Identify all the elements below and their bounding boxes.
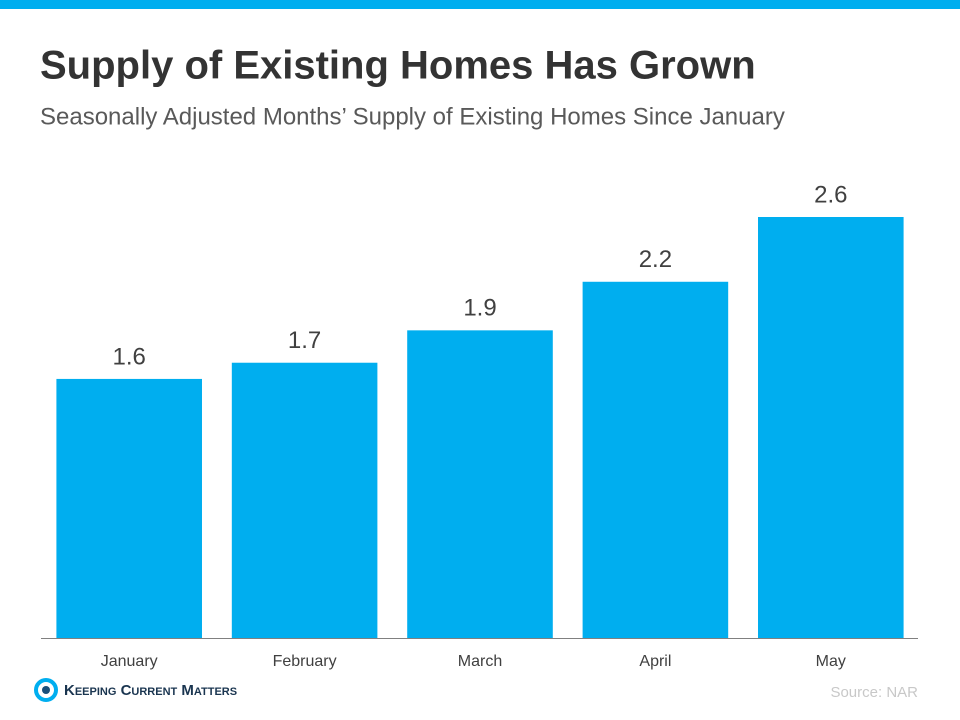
x-tick-label: April	[639, 653, 671, 670]
bar	[231, 362, 378, 638]
value-label: 1.6	[113, 343, 146, 370]
logo-icon-center	[42, 686, 50, 694]
value-label: 2.6	[814, 181, 847, 208]
x-tick-label: May	[816, 653, 846, 670]
x-tick-label: March	[458, 653, 502, 670]
chart-title: Supply of Existing Homes Has Grown	[40, 44, 756, 88]
value-label: 2.2	[639, 246, 672, 273]
logo-text: Keeping Current Matters	[64, 682, 237, 699]
bar	[56, 378, 202, 638]
x-tick-label: February	[273, 653, 337, 670]
x-tick-label: January	[101, 653, 158, 670]
logo: Keeping Current Matters	[34, 678, 237, 702]
bar	[758, 217, 904, 638]
value-label: 1.7	[288, 327, 321, 354]
chart-subtitle: Seasonally Adjusted Months’ Supply of Ex…	[40, 103, 785, 130]
source: Source: NAR	[830, 684, 918, 701]
top-stripe	[0, 0, 960, 9]
bar	[407, 330, 553, 638]
bar	[582, 281, 729, 638]
logo-icon	[34, 678, 58, 702]
value-label: 1.9	[463, 295, 496, 322]
